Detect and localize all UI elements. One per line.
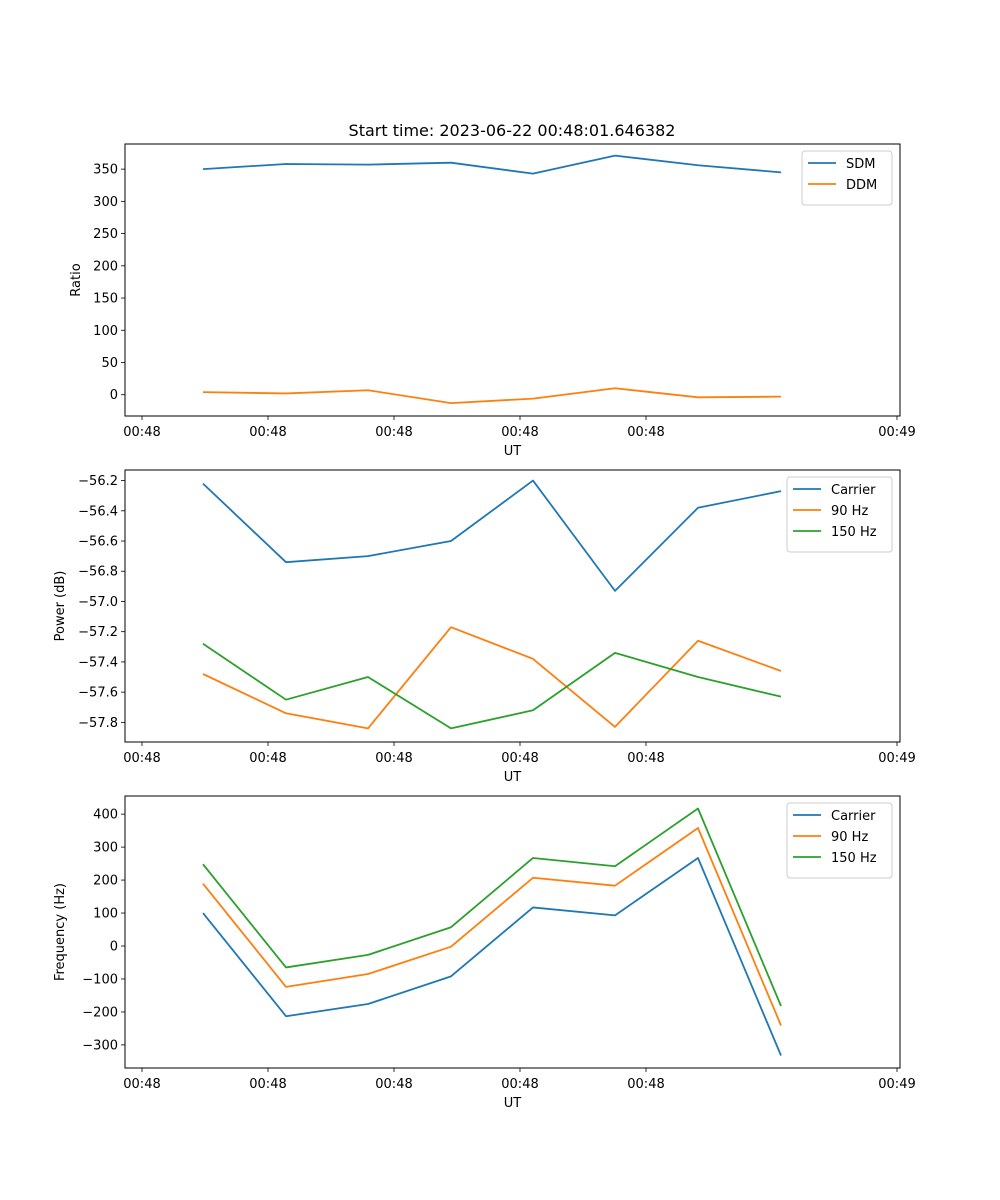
x-tick-label: 00:48 [123,425,160,440]
x-tick-label: 00:48 [627,425,664,440]
legend-box [786,476,893,553]
x-axis-label: UT [504,770,522,785]
x-tick-label: 00:49 [878,425,915,440]
series-line-90-hz [202,626,782,730]
y-tick-label: 200 [93,874,118,889]
y-tick-label: −56.6 [78,535,118,550]
y-tick-label: 150 [93,292,118,307]
y-tick-label: −57.8 [78,716,118,731]
y-tick-label: −56.8 [78,565,118,580]
chart-panels: 0 50 100 150 200 250 300 350 00:48 00:48 00:48 00:4… [53,143,916,1111]
x-tick-label: 00:48 [123,1077,160,1092]
legend-label: DDM [846,178,877,193]
x-axis-label: UT [504,444,522,459]
x-tick-label: 00:48 [249,425,286,440]
series-line-ddm [202,387,782,405]
chart-panel-1: 0 50 100 150 200 250 300 350 00:48 00:48 00:48 00:4… [69,143,916,459]
y-axis-label: Ratio [69,263,84,296]
legend-label: Carrier [831,809,876,824]
x-tick-label: 00:48 [249,1077,286,1092]
series-line-150-hz [202,643,782,730]
x-tick-label: 00:49 [878,1077,915,1092]
plot-area [124,143,901,417]
legend-box [801,150,893,206]
x-tick-label: 00:48 [375,425,412,440]
plot-area [124,469,901,743]
y-tick-label: 200 [93,259,118,274]
y-tick-label: 0 [110,940,118,955]
legend-label: Carrier [831,483,876,498]
x-tick-label: 00:48 [123,751,160,766]
legend-label: 90 Hz [831,504,868,519]
x-tick-label: 00:48 [249,751,286,766]
x-tick-label: 00:48 [501,425,538,440]
series-line-carrier [202,857,782,1056]
y-tick-label: −57.0 [78,595,118,610]
legend-label: 150 Hz [831,525,877,540]
legend-label: 90 Hz [831,830,868,845]
y-tick-label: 100 [93,907,118,922]
y-tick-label: −200 [82,1005,118,1020]
y-tick-label: 300 [93,841,118,856]
plot-area [124,795,901,1069]
legend-label: 150 Hz [831,851,877,866]
x-tick-label: 00:48 [501,751,538,766]
y-tick-label: −57.4 [78,655,118,670]
y-axis-label: Frequency (Hz) [53,883,68,981]
chart-panel-2: −56.2 −56.4 −56.6 −56.8 −57.0 −57.2 −57.4 −57.6… [53,469,916,785]
y-tick-label: −57.6 [78,686,118,701]
x-tick-label: 00:49 [878,751,915,766]
y-tick-label: 0 [110,388,118,403]
legend-label: SDM [846,157,875,172]
y-tick-label: 400 [93,808,118,823]
y-tick-label: 300 [93,195,118,210]
y-tick-label: −100 [82,972,118,987]
y-tick-label: −56.4 [78,504,118,519]
x-tick-label: 00:48 [627,751,664,766]
y-tick-label: −300 [82,1038,118,1053]
x-axis-label: UT [504,1096,522,1111]
y-tick-label: 50 [101,356,118,371]
y-tick-label: 350 [93,163,118,178]
series-line-sdm [202,154,782,175]
y-axis-label: Power (dB) [53,571,68,642]
series-line-90-hz [202,827,782,1026]
legend: Carrier 90 Hz 150 Hz [786,476,893,553]
chart-panel-3: 400 300 200 100 0 −100 −200 −300 00:48 00:48 00:48… [53,795,916,1111]
x-tick-label: 00:48 [627,1077,664,1092]
legend-box [786,802,893,879]
y-tick-label: −57.2 [78,625,118,640]
series-line-150-hz [202,807,782,1007]
legend: SDM DDM [801,150,893,206]
x-tick-label: 00:48 [375,1077,412,1092]
y-tick-label: 100 [93,324,118,339]
x-tick-label: 00:48 [501,1077,538,1092]
figure-title: Start time: 2023-06-22 00:48:01.646382 [349,121,676,140]
y-tick-label: −56.2 [78,474,118,489]
x-tick-label: 00:48 [375,751,412,766]
series-line-carrier [202,479,782,592]
legend: Carrier 90 Hz 150 Hz [786,802,893,879]
y-tick-label: 250 [93,227,118,242]
